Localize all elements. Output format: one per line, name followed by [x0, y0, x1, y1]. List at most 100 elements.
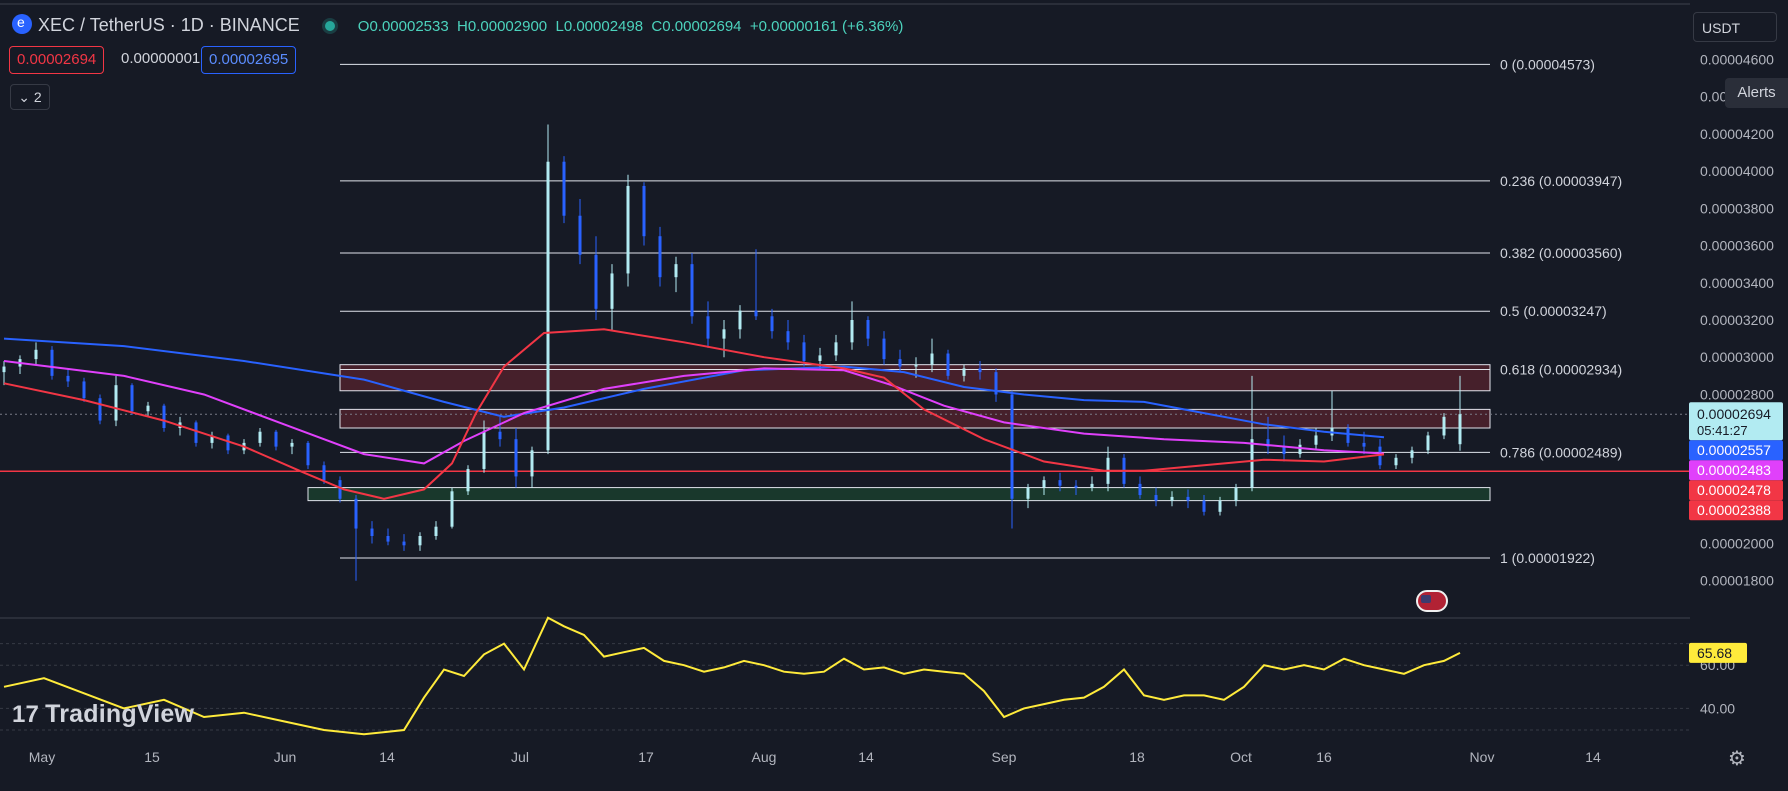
fib-level-label: 0.786 (0.00002489): [1500, 444, 1622, 460]
y-tick-label: 0.00004200: [1700, 126, 1774, 142]
candle-body: [498, 431, 502, 440]
candle-body: [514, 439, 518, 477]
fib-level-label: 0 (0.00004573): [1500, 56, 1595, 72]
candle-body: [1058, 480, 1062, 486]
us-flag-icon[interactable]: [1416, 590, 1448, 612]
candle-body: [258, 431, 262, 443]
candle-body: [226, 435, 230, 451]
candle-body: [594, 254, 598, 309]
candle-body: [386, 536, 390, 542]
candle-body: [1378, 446, 1382, 466]
candle-body: [1010, 394, 1014, 499]
candle-body: [306, 442, 310, 466]
candle-body: [738, 310, 742, 330]
symbol-header: XEC / TetherUS · 1D · BINANCE O0.0000253…: [12, 14, 903, 36]
candle-body: [1042, 480, 1046, 488]
x-tick-label: Aug: [752, 749, 777, 765]
y-tick-label: 0.00003600: [1700, 238, 1774, 254]
y-tick-label: 0.00002800: [1700, 386, 1774, 402]
ohlc-low: L0.00002498: [555, 18, 644, 35]
rsi-value-label: 65.68: [1697, 645, 1732, 661]
candle-body: [418, 536, 422, 546]
candle-body: [1186, 496, 1190, 501]
candle-body: [642, 185, 646, 237]
ohlc-open: O0.00002533: [357, 18, 449, 35]
fib-level-label: 0.382 (0.00003560): [1500, 245, 1622, 261]
sell-button[interactable]: 0.00002694: [9, 46, 105, 74]
fib-level-label: 0.5 (0.00003247): [1500, 303, 1607, 319]
candle-body: [2, 366, 6, 373]
y-tick-label: 0.00004000: [1700, 163, 1774, 179]
candle-body: [882, 338, 886, 360]
x-tick-label: 18: [1129, 749, 1145, 765]
candle-body: [1298, 444, 1302, 455]
candle-body: [1314, 435, 1318, 445]
symbol-title[interactable]: XEC / TetherUS · 1D · BINANCE: [38, 15, 300, 35]
candle-body: [114, 385, 118, 421]
candle-body: [1154, 495, 1158, 501]
indicators-toggle-button[interactable]: ⌄ 2: [10, 84, 50, 110]
candle-body: [1170, 496, 1174, 501]
currency-select[interactable]: USDT: [1693, 12, 1777, 42]
gear-icon[interactable]: ⚙: [1728, 748, 1746, 770]
candle-body: [1266, 439, 1270, 447]
candle-body: [1202, 500, 1206, 512]
candle-body: [66, 375, 70, 382]
resistance-zone: [339, 408, 1491, 429]
ma-value-label: 0.00002483: [1697, 462, 1771, 478]
candle-body: [434, 526, 438, 536]
candle-body: [818, 355, 822, 361]
last-price-box: [1689, 402, 1783, 441]
candle-body: [322, 465, 326, 481]
x-tick-label: Jul: [511, 749, 529, 765]
resistance-zone: [339, 364, 1491, 392]
candle-body: [850, 320, 854, 343]
candle-body: [1346, 428, 1350, 443]
candle-body: [530, 450, 534, 477]
buy-button[interactable]: 0.00002695: [201, 46, 297, 74]
candle-body: [626, 185, 630, 274]
alerts-button[interactable]: Alerts: [1725, 78, 1788, 108]
candle-body: [50, 349, 54, 376]
ohlc-high: H0.00002900: [457, 18, 548, 35]
candle-body: [1218, 500, 1222, 512]
ma-fast-line: [3, 328, 1385, 500]
coin-logo-icon: [12, 14, 32, 34]
y-tick-label: 0.00003200: [1700, 312, 1774, 328]
ma-value-box: [1689, 460, 1783, 481]
candle-body: [722, 329, 726, 339]
ma-value-box: [1689, 440, 1783, 461]
candle-body: [1138, 483, 1142, 496]
ma-value-label: 0.00002557: [1697, 442, 1771, 458]
fib-level-label: 0.236 (0.00003947): [1500, 173, 1622, 189]
y-tick-label: 0.00004600: [1700, 51, 1774, 67]
candle-body: [770, 316, 774, 332]
y-tick-label: 0.00001800: [1700, 573, 1774, 589]
candle-body: [130, 385, 134, 412]
candle-body: [962, 368, 966, 376]
y-tick-label: 0.00003000: [1700, 349, 1774, 365]
market-status-icon: [324, 21, 335, 31]
candle-body: [194, 422, 198, 443]
candle-body: [562, 161, 566, 216]
ma-value-label: 0.00002478: [1697, 482, 1771, 498]
fib-level-label: 1 (0.00001922): [1500, 550, 1595, 566]
candle-body: [98, 398, 102, 421]
candle-body: [994, 372, 998, 395]
candle-body: [1026, 487, 1030, 499]
y-tick-label: 0.00002000: [1700, 535, 1774, 551]
spread-value: 0.00000001: [121, 50, 201, 67]
ohlc-close: C0.00002694: [651, 18, 742, 35]
ma-value-box: [1689, 480, 1783, 501]
candle-body: [578, 215, 582, 255]
candle-body: [658, 236, 662, 278]
candle-body: [146, 405, 150, 412]
candle-body: [1074, 485, 1078, 488]
y-tick-label: 0.00003800: [1700, 200, 1774, 216]
candle-body: [210, 435, 214, 443]
candle-body: [1442, 416, 1446, 436]
support-zone: [307, 487, 1491, 502]
candle-body: [482, 431, 486, 469]
